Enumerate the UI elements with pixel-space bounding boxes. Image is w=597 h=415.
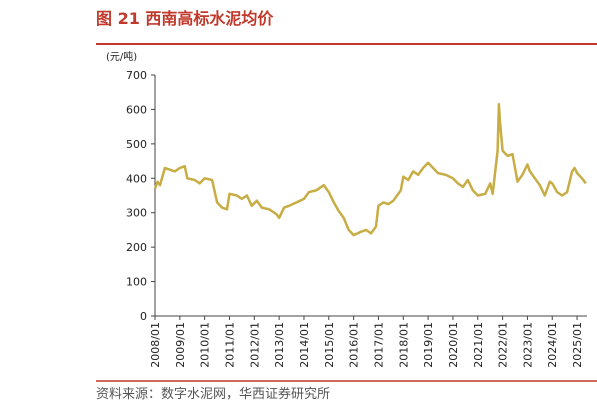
x-tick-label: 2013/01 (273, 322, 286, 368)
y-tick-label: 600 (126, 103, 147, 116)
x-tick-label: 2015/01 (323, 322, 336, 368)
chart-title: 图 21 西南高标水泥均价 (96, 9, 274, 28)
x-tick-label: 2018/01 (397, 322, 410, 368)
x-tick-label: 2011/01 (223, 322, 236, 368)
x-tick-label: 2019/01 (422, 322, 435, 368)
y-tick-label: 500 (126, 138, 147, 151)
x-tick-label: 2025/01 (571, 322, 584, 368)
source: 资料来源：数字水泥网，华西证券研究所 (96, 386, 330, 402)
x-tick-label: 2022/01 (497, 322, 510, 368)
y-tick-label: 0 (140, 310, 147, 323)
x-tick-label: 2010/01 (199, 322, 212, 368)
y-axis-label: (元/吨) (106, 50, 137, 63)
x-tick-label: 2008/01 (149, 322, 162, 368)
x-tick-label: 2016/01 (348, 322, 361, 368)
data-line (153, 103, 587, 237)
x-tick-label: 2023/01 (521, 322, 534, 368)
x-tick-label: 2021/01 (472, 322, 485, 368)
x-tick-label: 2009/01 (174, 322, 187, 368)
x-tick-label: 2020/01 (447, 322, 460, 368)
y-tick-label: 400 (126, 172, 147, 185)
x-tick-label: 2014/01 (298, 322, 311, 368)
y-tick-label: 700 (126, 69, 147, 82)
y-tick-label: 200 (126, 241, 147, 254)
x-tick-label: 2017/01 (372, 322, 385, 368)
y-tick-label: 100 (126, 276, 147, 289)
x-tick-label: 2024/01 (546, 322, 559, 368)
y-tick-label: 300 (126, 207, 147, 220)
x-tick-label: 2012/01 (248, 322, 261, 368)
